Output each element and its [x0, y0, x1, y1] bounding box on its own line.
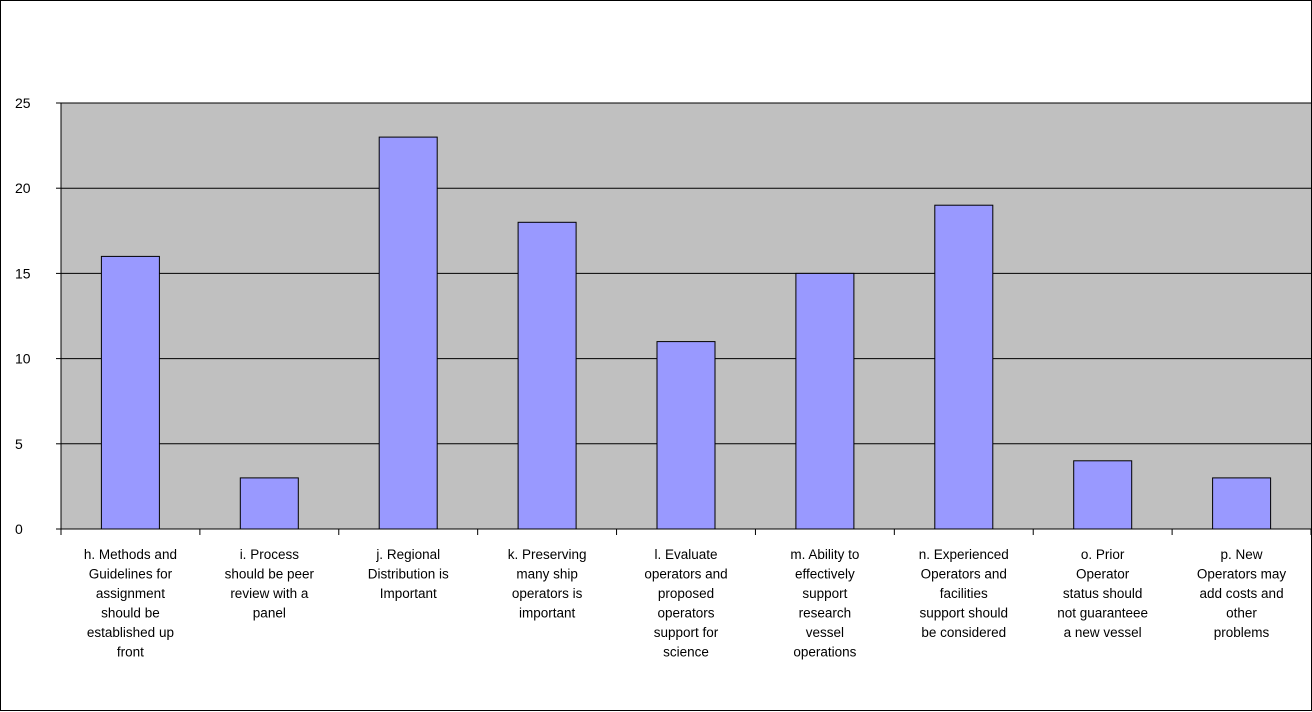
- y-tick-labels: 0 5 10 15 20 25: [15, 95, 31, 537]
- y-tick-label: 5: [15, 436, 23, 452]
- x-category-labels: h. Methods and Guidelines for assignment sh…: [84, 547, 1287, 660]
- y-tick-label: 0: [15, 521, 23, 537]
- y-tick-label: 10: [15, 351, 31, 367]
- y-tick-label: 15: [15, 265, 31, 281]
- x-category-label: j. Regional Distribution is Important: [368, 547, 449, 601]
- axes: [60, 103, 1312, 535]
- bar: [100, 255, 160, 530]
- bar: [378, 136, 438, 530]
- x-category-label: n. Experienced Operators and facilities sup…: [919, 547, 1009, 640]
- x-category-label: i. Process should be peer review with a pan…: [225, 547, 315, 621]
- x-category-label: h. Methods and Guidelines for assignment sh…: [84, 547, 177, 660]
- x-category-label: o. Prior Operator status should not guarant…: [1057, 547, 1148, 640]
- bar: [1212, 477, 1272, 530]
- bar: [795, 272, 855, 530]
- x-category-label: p. New Operators may add costs and other pro…: [1197, 547, 1287, 640]
- y-tick-label: 25: [15, 95, 31, 111]
- bar: [656, 341, 716, 530]
- y-tick-label: 20: [15, 180, 31, 196]
- bar: [239, 477, 299, 530]
- bar: [1073, 460, 1133, 530]
- x-category-label: l. Evaluate operators and proposed operator…: [644, 547, 727, 660]
- bars: [100, 136, 1272, 530]
- bar: [934, 204, 994, 530]
- x-category-label: m. Ability to effectively support research v…: [790, 547, 859, 660]
- x-category-label: k. Preserving many ship operators is import…: [508, 547, 587, 621]
- bar: [517, 221, 577, 530]
